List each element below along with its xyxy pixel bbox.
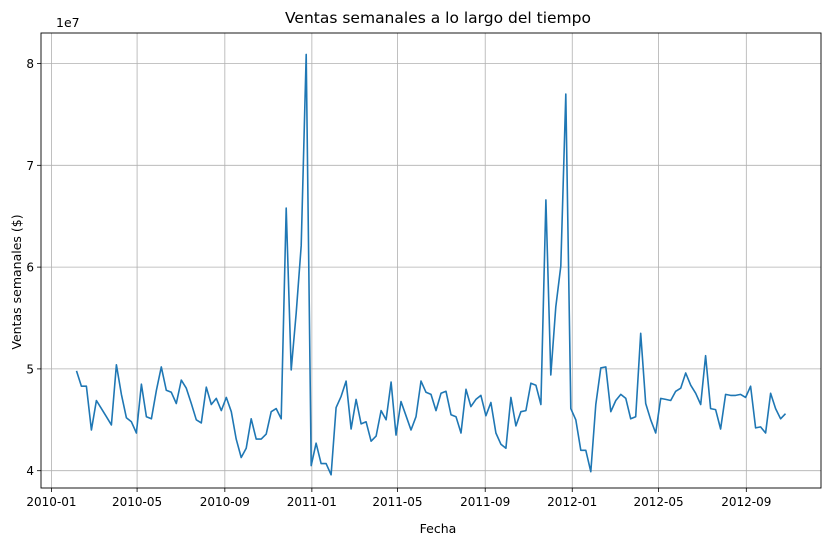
x-tick-label: 2011-01 <box>287 495 337 509</box>
series-line <box>75 53 787 476</box>
y-axis-label: Ventas semanales ($) <box>9 214 24 349</box>
x-axis-ticks: 2010-01 2010-05 2010-09 2011-01 2011-05 2011-… <box>26 488 771 509</box>
y-tick-label: 8 <box>26 57 34 71</box>
x-tick-label: 2010-01 <box>26 495 76 509</box>
x-tick-label: 2012-09 <box>721 495 771 509</box>
y-tick-label: 6 <box>26 261 34 275</box>
x-tick-label: 2011-09 <box>460 495 510 509</box>
x-tick-label: 2012-01 <box>547 495 597 509</box>
grid <box>41 33 821 488</box>
y-tick-label: 7 <box>26 159 34 173</box>
x-axis-label: Fecha <box>420 521 457 536</box>
y-axis-ticks: 4 5 6 7 8 <box>26 57 41 478</box>
x-tick-label: 2010-05 <box>112 495 162 509</box>
y-tick-label: 5 <box>26 362 34 376</box>
x-tick-label: 2011-05 <box>372 495 422 509</box>
x-tick-label: 2012-05 <box>633 495 683 509</box>
x-tick-label: 2010-09 <box>200 495 250 509</box>
chart-title: Ventas semanales a lo largo del tiempo <box>285 9 591 27</box>
y-offset-label: 1e7 <box>56 15 80 30</box>
plot-frame <box>40 32 822 489</box>
y-tick-label: 4 <box>26 464 34 478</box>
